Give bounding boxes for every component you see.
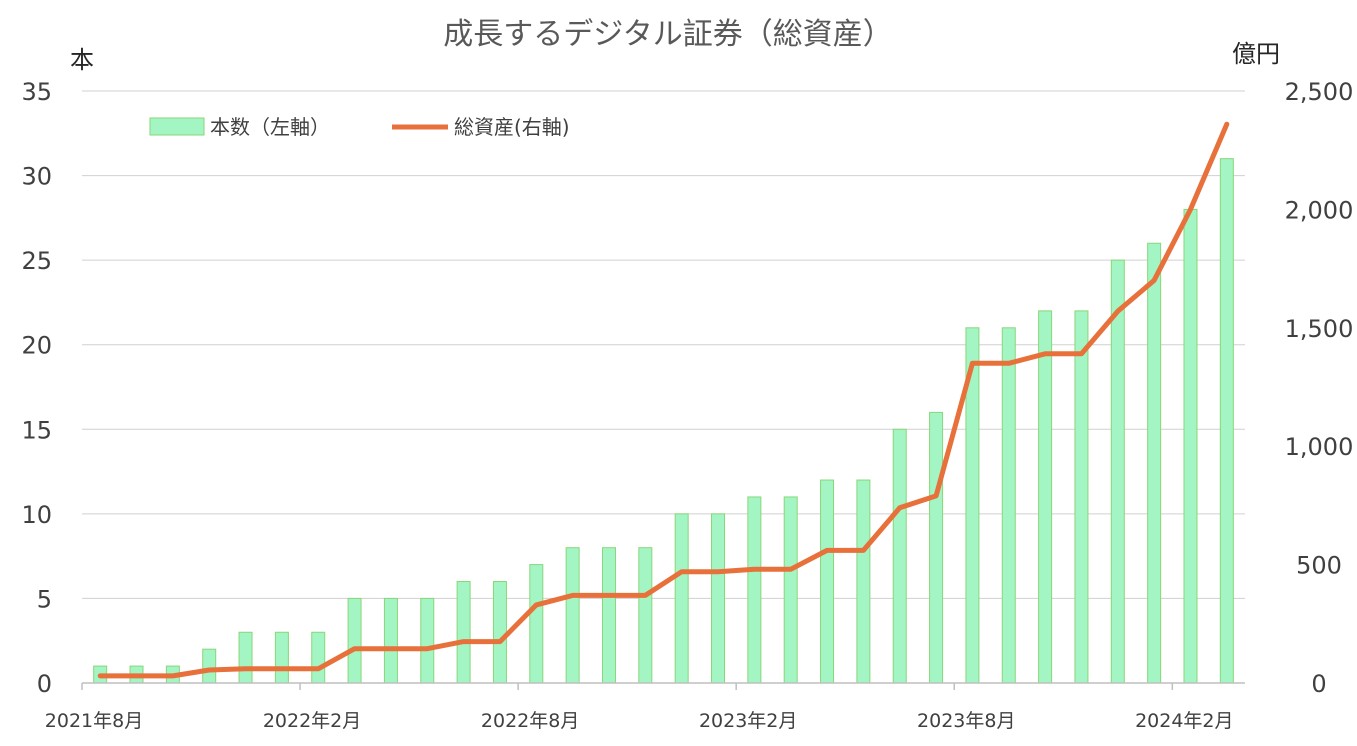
bar [492, 581, 507, 684]
y-left-tick-label: 5 [37, 585, 52, 613]
bar [1147, 242, 1162, 684]
y-right-unit: 億円 [1232, 40, 1280, 68]
gridlines [82, 90, 1245, 599]
bar [1001, 327, 1016, 684]
bar [565, 547, 580, 684]
bar [1219, 158, 1234, 684]
bar [856, 479, 871, 684]
bar [929, 411, 944, 684]
y-right-tick-label: 500 [1296, 552, 1342, 580]
bar [347, 597, 362, 684]
bar-series [93, 158, 1234, 684]
legend-label-bars: 本数（左軸） [210, 115, 330, 139]
bar [420, 597, 435, 684]
bar [274, 631, 289, 684]
y-left-tick-label: 0 [37, 670, 52, 698]
bar [820, 479, 835, 684]
bar [638, 547, 653, 684]
bar [311, 631, 326, 684]
y-right-tick-labels: 0 500 1,000 1,500 2,000 2,500 [1285, 78, 1354, 698]
x-tick-labels: 2021年8月 2022年2月 2022年8月 2023年2月 2023年8月 2024年… [45, 710, 1234, 732]
bar [1038, 310, 1053, 684]
y-left-tick-label: 25 [21, 247, 52, 275]
y-left-tick-label: 20 [21, 332, 52, 360]
y-left-tick-label: 15 [21, 416, 52, 444]
x-tick-marks [81, 683, 1174, 690]
legend-swatch-bars [149, 117, 205, 136]
bar [202, 648, 217, 684]
bar [747, 496, 762, 684]
y-left-tick-label: 35 [21, 78, 52, 106]
x-tick-label: 2024年2月 [1135, 710, 1233, 732]
bar [238, 631, 253, 684]
x-tick-label: 2021年8月 [45, 710, 143, 732]
x-tick-label: 2022年2月 [263, 710, 361, 732]
bar [601, 547, 616, 684]
y-left-unit: 本 [70, 46, 94, 74]
chart-title: 成長するデジタル証券（総資産） [443, 17, 892, 52]
y-right-tick-label: 1,000 [1285, 433, 1354, 461]
bar [674, 513, 689, 684]
bar [892, 428, 907, 684]
bar [383, 597, 398, 684]
y-right-tick-label: 2,000 [1285, 196, 1354, 224]
line-series-total-assets [97, 121, 1230, 679]
x-tick-label: 2023年2月 [699, 710, 797, 732]
bar [1183, 208, 1198, 684]
bar [529, 564, 544, 684]
x-tick-label: 2022年8月 [481, 710, 579, 732]
bar [1110, 259, 1125, 684]
bar [1074, 310, 1089, 684]
y-right-tick-label: 0 [1311, 670, 1326, 698]
bar [783, 496, 798, 684]
bar [456, 581, 471, 684]
y-right-tick-label: 1,500 [1285, 315, 1354, 343]
legend: 本数（左軸） 総資産(右軸) [149, 115, 570, 139]
y-left-tick-label: 30 [21, 163, 52, 191]
y-right-tick-label: 2,500 [1285, 78, 1354, 106]
y-left-tick-label: 10 [21, 501, 52, 529]
x-tick-label: 2023年8月 [917, 710, 1015, 732]
bar [711, 513, 726, 684]
y-left-tick-labels: 0 5 10 15 20 25 30 35 [21, 78, 52, 698]
legend-label-line: 総資産(右軸) [454, 115, 570, 139]
